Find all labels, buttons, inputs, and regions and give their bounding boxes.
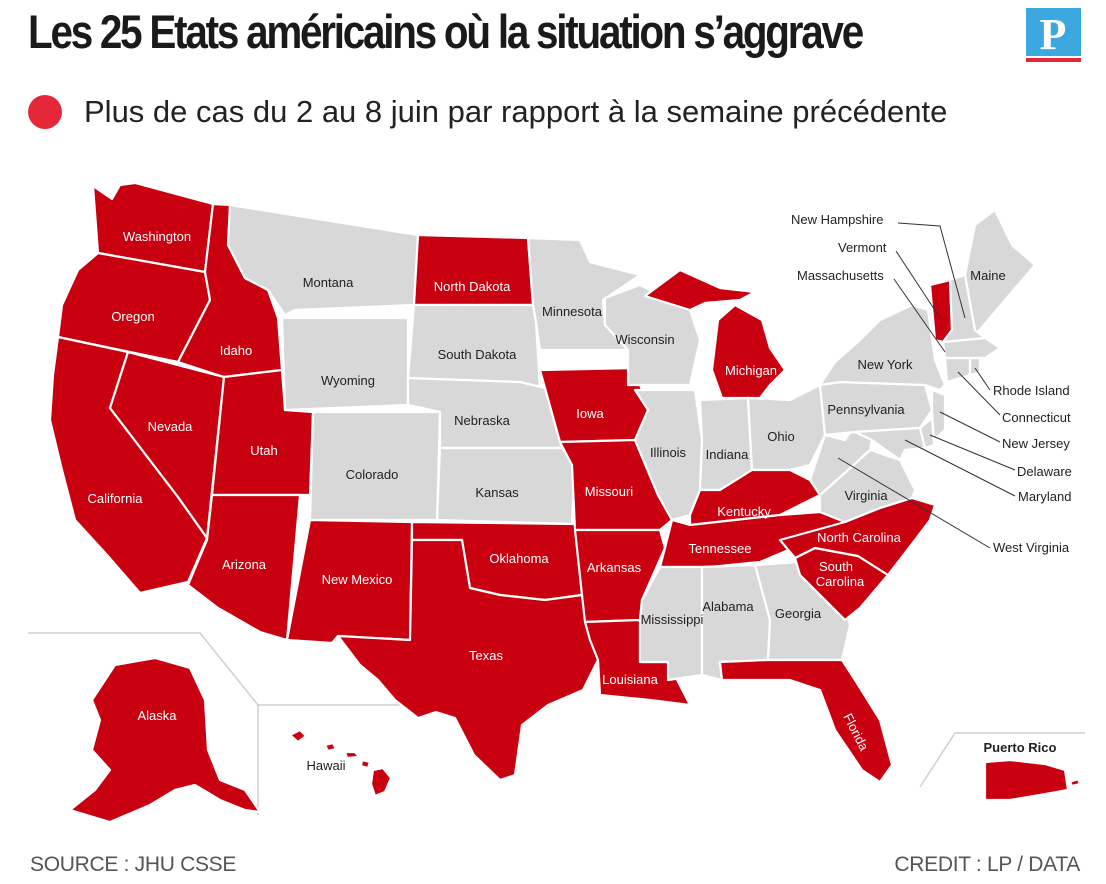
label-kentucky: Kentucky	[717, 504, 771, 519]
label-new-hampshire: New Hampshire	[791, 212, 883, 227]
state-maine	[963, 208, 1037, 334]
state-texas	[336, 538, 600, 782]
label-new-jersey: New Jersey	[1002, 436, 1070, 451]
label-south-carolina-line1: South	[819, 559, 853, 574]
label-maryland: Maryland	[1018, 489, 1071, 504]
leader-rhode-island	[974, 367, 991, 391]
leader-vermont	[895, 250, 941, 319]
puerto-rico-island	[1068, 777, 1082, 788]
state-colorado	[308, 410, 442, 522]
state-north-dakota	[412, 233, 535, 307]
label-wisconsin: Wisconsin	[615, 332, 674, 347]
state-delaware	[918, 416, 936, 450]
label-utah: Utah	[250, 443, 277, 458]
label-oregon: Oregon	[111, 309, 154, 324]
label-montana: Montana	[303, 275, 354, 290]
label-west-virginia: West Virginia	[993, 540, 1070, 555]
state-new-jersey	[930, 388, 947, 442]
state-connecticut	[943, 356, 972, 384]
label-new-york: New York	[858, 357, 913, 372]
label-maine: Maine	[970, 268, 1005, 283]
state-illinois	[633, 388, 704, 522]
legend-label: Plus de cas du 2 au 8 juin par rapport à…	[84, 94, 948, 129]
state-puerto-rico	[983, 758, 1070, 802]
leader-new-hampshire	[897, 222, 966, 319]
label-minnesota: Minnesota	[542, 304, 603, 319]
credit-note: CREDIT : LP / DATA	[894, 853, 1080, 876]
label-new-mexico: New Mexico	[322, 572, 393, 587]
label-nevada: Nevada	[148, 419, 194, 434]
label-colorado: Colorado	[346, 467, 399, 482]
alaska-inset-frame	[28, 632, 259, 706]
label-hawaii: Hawaii	[306, 758, 345, 773]
state-hawaii	[288, 728, 393, 798]
label-arizona: Arizona	[222, 557, 267, 572]
label-washington: Washington	[123, 229, 191, 244]
label-nebraska: Nebraska	[454, 413, 510, 428]
leader-connecticut	[957, 371, 1001, 416]
label-iowa: Iowa	[576, 406, 604, 421]
label-california: California	[88, 491, 144, 506]
state-michigan-lower	[710, 303, 787, 400]
leader-new-jersey	[939, 411, 1001, 443]
state-nevada	[108, 350, 226, 540]
state-wyoming	[280, 316, 410, 412]
leader-massachusetts	[893, 278, 946, 353]
puerto-rico-inset-frame	[919, 732, 1085, 788]
label-kansas: Kansas	[475, 485, 519, 500]
state-florida	[718, 658, 894, 784]
leader-delaware	[929, 434, 1016, 471]
state-new-york	[818, 303, 947, 392]
le-parisien-logo: P	[1026, 8, 1081, 62]
page-title: Les 25 Etats américains où la situation …	[28, 5, 864, 58]
state-michigan-upper	[643, 268, 757, 312]
state-south-dakota	[406, 303, 542, 392]
label-mississippi: Mississippi	[641, 612, 704, 627]
label-arkansas: Arkansas	[587, 560, 642, 575]
state-ohio	[746, 383, 827, 472]
label-illinois: Illinois	[650, 445, 687, 460]
label-missouri: Missouri	[585, 484, 634, 499]
legend: Plus de cas du 2 au 8 juin par rapport à…	[28, 92, 947, 132]
label-ohio: Ohio	[767, 429, 794, 444]
label-puerto-rico: Puerto Rico	[984, 740, 1057, 755]
label-north-dakota: North Dakota	[434, 279, 511, 294]
leader-west-virginia	[837, 457, 991, 549]
label-alabama: Alabama	[702, 599, 754, 614]
label-virginia: Virginia	[844, 488, 888, 503]
label-louisiana: Louisiana	[602, 672, 658, 687]
label-rhode-island: Rhode Island	[993, 383, 1070, 398]
label-pennsylvania: Pennsylvania	[827, 402, 905, 417]
hawaii-inset-frame	[257, 704, 405, 815]
label-connecticut: Connecticut	[1002, 410, 1071, 425]
label-south-carolina-line2: Carolina	[816, 574, 865, 589]
label-oklahoma: Oklahoma	[489, 551, 549, 566]
label-wyoming: Wyoming	[321, 373, 375, 388]
label-texas: Texas	[469, 648, 503, 663]
label-idaho: Idaho	[220, 343, 253, 358]
state-arizona	[186, 493, 302, 642]
label-south-dakota: South Dakota	[438, 347, 518, 362]
state-alaska	[68, 656, 262, 824]
label-massachusetts: Massachusetts	[797, 268, 884, 283]
source-note: SOURCE : JHU CSSE	[30, 853, 237, 876]
legend-swatch	[28, 95, 62, 129]
label-georgia: Georgia	[775, 606, 822, 621]
label-indiana: Indiana	[706, 447, 749, 462]
leader-maryland	[904, 439, 1016, 497]
label-tennessee: Tennessee	[689, 541, 752, 556]
label-delaware: Delaware	[1017, 464, 1072, 479]
logo-letter: P	[1040, 10, 1067, 59]
label-vermont: Vermont	[838, 240, 887, 255]
label-michigan: Michigan	[725, 363, 777, 378]
label-north-carolina: North Carolina	[817, 530, 902, 545]
label-alaska: Alaska	[137, 708, 177, 723]
